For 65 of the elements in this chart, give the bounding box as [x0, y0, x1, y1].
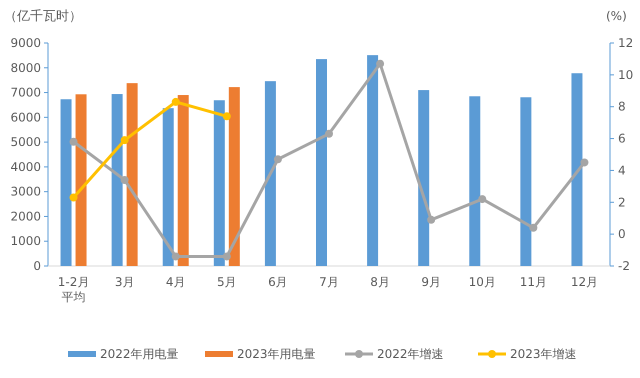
point — [376, 60, 384, 68]
bar — [112, 94, 123, 266]
y-tick-label: 8000 — [10, 60, 41, 75]
legend-label: 2022年增速 — [377, 347, 444, 361]
bar — [60, 99, 72, 266]
y2-tick-label: 10 — [618, 68, 634, 82]
x-tick-label: 5月 — [217, 275, 237, 289]
point — [172, 98, 180, 106]
x-tick-label: 7月 — [319, 275, 339, 289]
point — [172, 252, 180, 260]
bar — [367, 55, 378, 266]
legend-label: 2023年增速 — [510, 347, 577, 361]
point — [222, 112, 231, 120]
point — [529, 224, 538, 232]
point — [222, 252, 231, 260]
legend-label: 2022年用电量 — [100, 347, 179, 361]
x-tick-label: 1-2月平均 — [58, 275, 90, 304]
y-tick-label: 5000 — [10, 135, 41, 150]
bar — [126, 83, 138, 266]
point — [120, 136, 129, 144]
point — [427, 216, 436, 224]
y2-tick-label: -2 — [618, 259, 630, 273]
bar — [316, 59, 327, 266]
x-tick-label: 6月 — [268, 275, 288, 289]
y-tick-label: 6000 — [10, 110, 41, 124]
y-axis-title: （亿千瓦时） — [4, 9, 82, 24]
y-tick-label: 4000 — [10, 160, 41, 174]
y2-axis-title: (%) — [606, 9, 627, 23]
y2-tick-label: 0 — [618, 227, 626, 242]
x-tick-label: 4月 — [166, 275, 186, 289]
bar — [418, 90, 430, 266]
y-tick-label: 1000 — [10, 234, 41, 248]
bar — [76, 94, 87, 266]
bar — [520, 97, 532, 266]
bar — [264, 81, 276, 266]
legend-label: 2023年用电量 — [237, 347, 316, 361]
bar — [571, 73, 582, 266]
bar — [214, 100, 225, 266]
y-tick-label: 3000 — [10, 184, 41, 199]
y-tick-label: 0 — [33, 259, 41, 273]
y2-tick-label: 6 — [618, 132, 626, 146]
x-tick-label: 9月 — [421, 275, 441, 289]
y2-tick-label: 2 — [618, 195, 626, 210]
y2-tick-label: 4 — [618, 163, 626, 178]
point — [70, 138, 78, 146]
bar — [178, 95, 189, 266]
y-tick-label: 2000 — [10, 209, 41, 224]
y2-tick-label: 8 — [618, 100, 626, 114]
x-tick-label: 10月 — [468, 275, 496, 289]
y-tick-label: 7000 — [10, 86, 41, 100]
x-tick-label: 12月 — [570, 275, 598, 289]
point — [580, 158, 588, 166]
x-tick-label: 3月 — [114, 275, 134, 289]
point — [120, 176, 129, 184]
point — [274, 155, 282, 164]
point — [325, 130, 333, 138]
point — [478, 195, 486, 204]
x-tick-label: 11月 — [520, 275, 548, 289]
bar — [228, 87, 240, 266]
x-tick-label: 8月 — [370, 275, 390, 289]
bar — [162, 108, 174, 266]
y2-tick-label: 12 — [618, 36, 634, 50]
bar — [469, 96, 480, 266]
y-tick-label: 9000 — [10, 36, 41, 50]
point — [70, 194, 78, 202]
